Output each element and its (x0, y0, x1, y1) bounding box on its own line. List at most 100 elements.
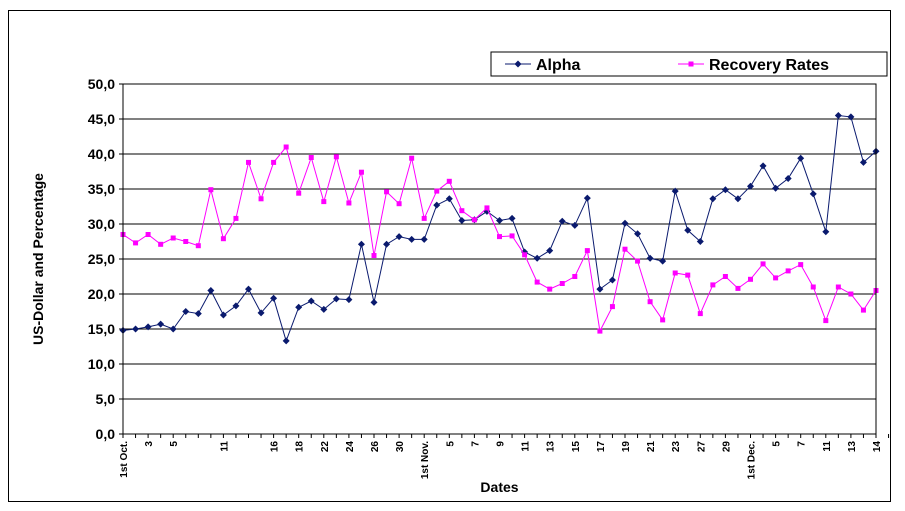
alpha-point (282, 337, 290, 345)
alpha-point (659, 257, 667, 265)
y-tick-label: 10,0 (88, 356, 115, 372)
alpha-point (809, 190, 817, 198)
y-tick-label: 50,0 (88, 76, 115, 92)
alpha-point (345, 296, 353, 304)
alpha-point (859, 158, 867, 166)
alpha-point (307, 297, 315, 305)
alpha-point (245, 285, 252, 293)
recovery-rates-point (760, 261, 766, 267)
recovery-rates-point (434, 188, 440, 194)
x-tick-label: 26 (370, 441, 381, 453)
alpha-point (270, 294, 278, 302)
alpha-point (646, 254, 654, 262)
alpha-point (157, 320, 165, 328)
x-tick-label: 5 (772, 441, 783, 447)
recovery-rates-point (208, 187, 214, 193)
alpha-point (546, 247, 554, 255)
recovery-rates-series (120, 144, 879, 334)
x-tick-label: 7 (797, 441, 808, 447)
alpha-point (772, 184, 780, 192)
recovery-rates-point (446, 178, 452, 184)
recovery-rates-point (748, 276, 753, 282)
x-tick-label: 1st Dec. (747, 441, 758, 480)
recovery-rates-point (522, 252, 528, 258)
recovery-rates-point (534, 279, 540, 285)
recovery-rates-point (271, 159, 277, 165)
recovery-rates-point (622, 246, 628, 252)
alpha-point (583, 194, 591, 202)
y-tick-label: 25,0 (88, 251, 115, 267)
x-tick-label: 19 (621, 441, 632, 453)
recovery-rates-point (848, 291, 854, 297)
legend-recovery-rates-point (688, 61, 694, 67)
y-tick-label: 30,0 (88, 216, 115, 232)
recovery-rates-point (597, 328, 603, 334)
alpha-series (119, 112, 880, 345)
legend: Alpha Recovery Rates (490, 51, 888, 77)
chart-frame: 0,0 5,0 10,0 15,0 20,0 25,0 30,0 35,0 40,0 45,0 50… (8, 10, 891, 502)
recovery-rates-point (133, 240, 139, 246)
alpha-point (433, 201, 441, 209)
alpha-point (834, 112, 842, 119)
recovery-rates-point (421, 215, 427, 221)
legend-label: Alpha (536, 57, 581, 74)
recovery-rates-point (308, 155, 314, 160)
x-tick-label: 1st Nov. (420, 441, 431, 479)
alpha-point (357, 240, 365, 248)
x-tick-label: 1st Oct. (119, 441, 130, 478)
recovery-rates-point (246, 159, 251, 165)
alpha-point (383, 240, 391, 248)
x-tick-label: 14 (872, 441, 883, 453)
recovery-rates-point (220, 236, 226, 242)
recovery-rates-point (835, 284, 841, 290)
recovery-rates-point (547, 286, 553, 292)
recovery-rates-point (321, 199, 327, 205)
alpha-point (207, 287, 215, 294)
recovery-rates-point (346, 200, 352, 206)
plot-area (122, 83, 877, 435)
x-tick-label: 3 (144, 441, 155, 447)
alpha-point (784, 175, 792, 182)
alpha-point (144, 323, 152, 331)
x-tick-label: 11 (822, 441, 833, 452)
recovery-rates-point (572, 274, 578, 279)
recovery-rates-point (697, 311, 703, 317)
alpha-point (320, 305, 328, 313)
recovery-rates-point (283, 144, 289, 150)
alpha-point (696, 238, 704, 245)
alpha-point (132, 325, 140, 333)
alpha-point (232, 302, 240, 310)
y-tick-label: 35,0 (88, 181, 115, 197)
recovery-rates-point (798, 262, 804, 268)
alpha-point (508, 214, 516, 222)
series-lines (119, 112, 880, 345)
recovery-rates-point (735, 285, 741, 291)
x-tick-label: 13 (546, 441, 557, 453)
recovery-rates-point (685, 272, 691, 278)
x-tick-label: 5 (169, 441, 180, 447)
y-tick-label: 15,0 (88, 321, 115, 337)
x-tick-label: 27 (696, 441, 707, 453)
recovery-rates-point (358, 169, 364, 175)
x-tick-label: 23 (671, 441, 682, 453)
line-chart: 0,0 5,0 10,0 15,0 20,0 25,0 30,0 35,0 40,0 45,0 50… (30, 51, 890, 495)
x-tick-label: 11 (521, 441, 532, 452)
alpha-point (194, 310, 202, 318)
y-tick-label: 5,0 (96, 391, 116, 407)
recovery-rates-point (660, 317, 666, 323)
recovery-rates-point (471, 217, 477, 223)
recovery-rates-point (484, 205, 490, 211)
alpha-point (596, 285, 604, 293)
x-tick-label: 22 (320, 441, 331, 453)
recovery-rates-point (195, 243, 201, 249)
recovery-rates-point (609, 304, 615, 310)
recovery-rates-point (785, 268, 791, 274)
alpha-point (408, 235, 416, 243)
recovery-rates-point (296, 190, 302, 196)
alpha-point (420, 235, 428, 243)
recovery-rates-point (396, 201, 402, 207)
legend-items: Alpha Recovery Rates (505, 57, 829, 74)
x-tick-label: 5 (445, 441, 456, 447)
recovery-rates-point (810, 284, 816, 290)
alpha-point (734, 195, 742, 203)
